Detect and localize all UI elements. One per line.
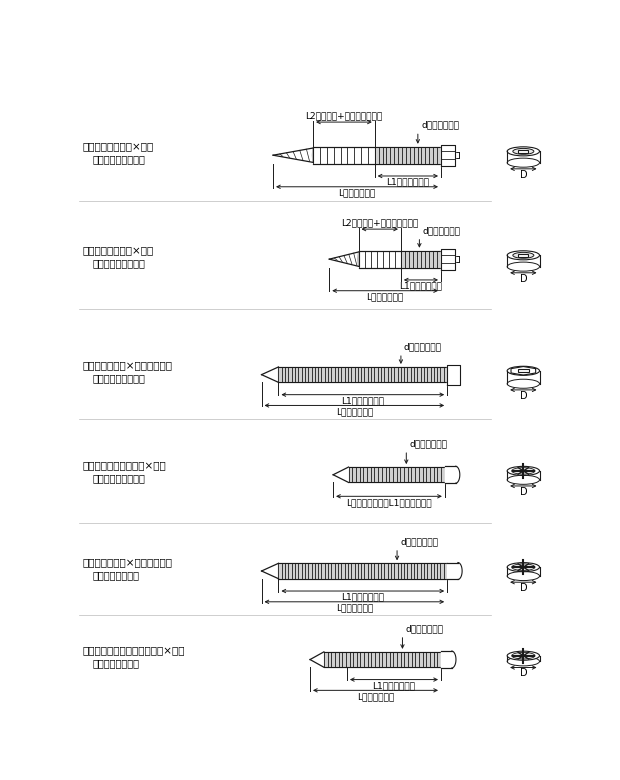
Text: L（首下長さ）: L（首下長さ） [335, 604, 373, 612]
Ellipse shape [513, 253, 534, 258]
Polygon shape [348, 467, 445, 483]
Polygon shape [447, 562, 458, 580]
Text: L2（ドリル+不完全ネジ部）: L2（ドリル+不完全ネジ部） [341, 218, 418, 228]
Polygon shape [273, 148, 313, 162]
Polygon shape [312, 148, 313, 162]
Polygon shape [441, 651, 452, 668]
Text: L（首下長さ）: L（首下長さ） [339, 188, 376, 197]
Text: L1（ネジ長さ）: L1（ネジ長さ） [341, 396, 384, 406]
Text: 木下地用６．３×７５、１１０: 木下地用６．３×７５、１１０ [83, 360, 173, 370]
Text: 鉄＋ユニクロメッキ: 鉄＋ユニクロメッキ [93, 258, 146, 268]
Text: d（ネジ外径）: d（ネジ外径） [404, 342, 442, 352]
Text: D: D [520, 169, 527, 179]
Ellipse shape [513, 148, 534, 154]
Text: L1（ネジ長さ）: L1（ネジ長さ） [386, 178, 429, 186]
Ellipse shape [507, 251, 539, 260]
Polygon shape [518, 369, 528, 372]
Text: d（ネジ外径）: d（ネジ外径） [405, 624, 443, 633]
Polygon shape [452, 651, 456, 668]
Text: L1（ネジ長さ）: L1（ネジ長さ） [373, 681, 415, 690]
Text: ＡＬＣ用６．３×９０、１２０: ＡＬＣ用６．３×９０、１２０ [83, 557, 173, 567]
Text: D: D [520, 583, 527, 593]
Text: L（首下長さ）: L（首下長さ） [366, 292, 404, 301]
Polygon shape [329, 252, 358, 266]
Text: L（首下長さ）: L（首下長さ） [357, 692, 394, 701]
Ellipse shape [507, 562, 539, 572]
Polygon shape [441, 256, 459, 262]
Text: D: D [520, 487, 527, 497]
Text: 鈴製下地用６．０×４５: 鈴製下地用６．０×４５ [83, 141, 154, 151]
Text: L1（ネジ長さ）: L1（ネジ長さ） [399, 282, 443, 290]
Text: 鉄＋シルバーメッキ: 鉄＋シルバーメッキ [93, 473, 146, 484]
Ellipse shape [512, 468, 535, 474]
Polygon shape [441, 249, 455, 270]
Text: 鉄＋ユニクロメッキ: 鉄＋ユニクロメッキ [93, 154, 146, 164]
Text: L1（ネジ長さ）: L1（ネジ長さ） [341, 593, 384, 601]
Polygon shape [374, 147, 441, 164]
Ellipse shape [507, 651, 539, 660]
Text: D: D [520, 391, 527, 401]
Polygon shape [441, 144, 455, 166]
Ellipse shape [507, 147, 539, 156]
Text: 鉄＋ユニクロメッキ: 鉄＋ユニクロメッキ [93, 374, 146, 384]
Polygon shape [278, 367, 447, 382]
Polygon shape [518, 150, 528, 153]
Text: L2（ドリル+不完全ネジ部）: L2（ドリル+不完全ネジ部） [305, 112, 383, 121]
Ellipse shape [512, 652, 535, 659]
Text: d（ネジ外径）: d（ネジ外径） [422, 121, 459, 129]
Text: 鉄＋ステンめっき: 鉄＋ステンめっき [93, 570, 140, 580]
Text: L（首下長さ）: L（首下長さ） [335, 407, 373, 416]
Text: d（ネジ外径）: d（ネジ外径） [422, 226, 461, 236]
Text: D: D [520, 668, 527, 679]
Text: D: D [520, 274, 527, 284]
Text: 鈴製下地用６．０×３０: 鈴製下地用６．０×３０ [83, 245, 154, 255]
Text: d（ネジ外径）: d（ネジ外径） [409, 440, 448, 448]
Text: コンクリート用６．２×４０: コンクリート用６．２×４０ [83, 460, 167, 470]
Text: 鉄＋ステンめっき: 鉄＋ステンめっき [93, 658, 140, 668]
Polygon shape [441, 152, 459, 158]
Polygon shape [445, 466, 456, 484]
Text: L（首下長さ）・L1（ネジ長さ）: L（首下長さ）・L1（ネジ長さ） [346, 498, 432, 507]
Ellipse shape [507, 367, 539, 375]
Polygon shape [456, 466, 460, 484]
Polygon shape [324, 652, 441, 667]
Polygon shape [518, 254, 528, 257]
Polygon shape [458, 562, 462, 580]
Text: d（ネジ外径）: d（ネジ外径） [400, 537, 438, 546]
Ellipse shape [512, 564, 535, 570]
Ellipse shape [507, 466, 539, 476]
Polygon shape [447, 364, 460, 385]
Polygon shape [278, 563, 447, 579]
Text: 押出成形セメント板用６．３×４５: 押出成形セメント板用６．３×４５ [83, 645, 185, 655]
Polygon shape [401, 250, 441, 268]
